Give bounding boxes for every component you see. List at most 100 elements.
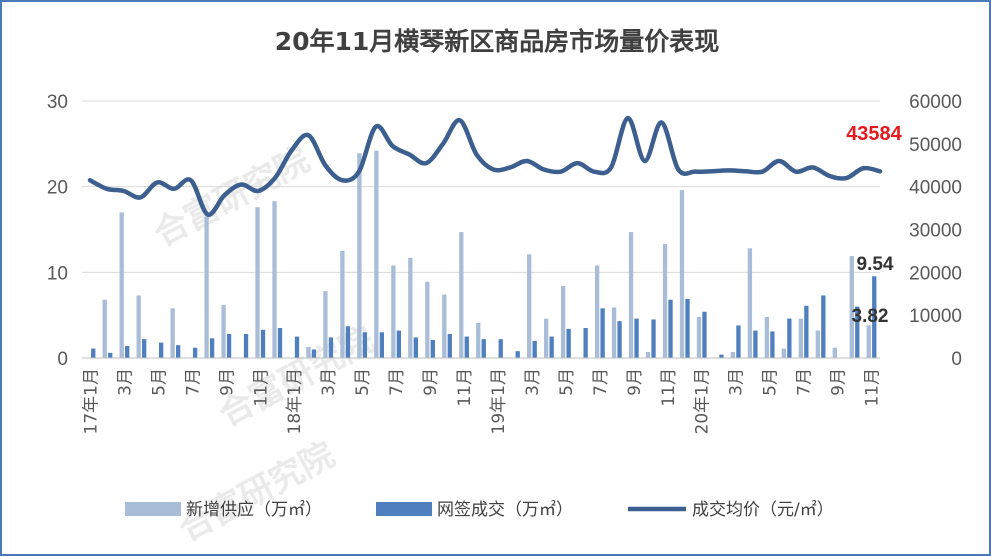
- transaction-bar: [345, 326, 351, 358]
- legend-swatch-transaction: [376, 502, 432, 516]
- supply-bar: [866, 325, 871, 358]
- transaction-bar: [91, 348, 96, 358]
- transaction-bar: [328, 337, 334, 358]
- transaction-bar: [464, 336, 469, 358]
- supply-bar: [764, 316, 770, 358]
- transaction-bar: [125, 346, 130, 358]
- x-axis-tick-label: 5月: [353, 368, 373, 396]
- supply-bar: [272, 201, 277, 358]
- price-line-path: [87, 115, 883, 217]
- watermark-text: 合富研究院: [147, 140, 316, 255]
- transaction-bar: [192, 347, 198, 358]
- transaction-bar: [277, 328, 283, 358]
- transaction-bar: [142, 339, 147, 358]
- transaction-bar: [515, 351, 520, 358]
- supply-bar: [544, 318, 549, 358]
- right-axis-tick-label: 40000: [909, 178, 962, 199]
- transaction-bar: [413, 337, 418, 358]
- left-axis-tick-label: 10: [47, 263, 68, 284]
- x-axis-tick-label: 11月: [455, 368, 475, 407]
- supply-bar: [374, 150, 379, 358]
- supply-bar: [119, 212, 124, 358]
- x-axis-tick-label: 5月: [149, 368, 169, 396]
- right-axis-tick-label: 20000: [909, 263, 962, 284]
- bars: [91, 150, 877, 358]
- right-axis-tick-label: 0: [951, 349, 962, 370]
- transaction-bar: [821, 295, 826, 358]
- supply-bar: [832, 347, 837, 358]
- x-axis-tick-label: 9月: [625, 368, 645, 396]
- transaction-bar: [787, 318, 792, 358]
- transaction-bar: [583, 328, 588, 358]
- right-axis-tick-label: 50000: [909, 135, 962, 156]
- x-axis-tick-label: 5月: [557, 368, 577, 396]
- transaction-bar: [498, 339, 503, 358]
- legend-label-supply: 新增供应（万㎡）: [186, 500, 322, 520]
- x-axis-tick-label: 9月: [829, 368, 849, 396]
- price-data-label: 43584: [846, 123, 902, 145]
- supply-bar: [340, 250, 345, 358]
- x-axis-tick-label: 17年1月: [81, 368, 101, 434]
- left-axis-tick-label: 0: [57, 349, 68, 370]
- x-axis-tick-label: 9月: [421, 368, 441, 396]
- x-axis-tick-label: 19年1月: [489, 368, 509, 434]
- supply-bar: [679, 190, 685, 358]
- transaction-bar: [532, 340, 537, 358]
- supply-bar: [628, 232, 634, 358]
- supply-bar: [204, 216, 209, 358]
- transaction-bar: [634, 318, 639, 358]
- supply-bar: [255, 207, 260, 358]
- x-axis-tick-label: 5月: [761, 368, 781, 396]
- supply-bar: [645, 352, 651, 358]
- transaction-bar: [108, 352, 113, 358]
- supply-bar: [136, 295, 141, 358]
- transaction-bar: [294, 336, 300, 358]
- transaction-bar: [617, 321, 622, 358]
- supply-data-label: 3.82: [852, 306, 889, 327]
- transaction-bar: [447, 334, 452, 358]
- transaction-bar: [260, 329, 266, 358]
- transaction-bar: [600, 308, 605, 358]
- transaction-bar: [855, 306, 860, 358]
- x-axis-tick-label: 3月: [523, 368, 543, 396]
- supply-bar: [849, 256, 854, 358]
- supply-bar: [594, 265, 600, 358]
- supply-bar: [170, 308, 175, 358]
- right-axis-tick-label: 30000: [909, 221, 962, 242]
- data-labels: 43584 9.54 3.82: [846, 123, 902, 327]
- transaction-bar: [226, 334, 232, 358]
- supply-bar: [391, 265, 396, 358]
- x-axis-tick-label: 9月: [217, 368, 237, 396]
- chart-title: 20年11月横琴新区商品房市场量价表现: [275, 27, 720, 56]
- transaction-bar: [872, 276, 877, 358]
- legend-swatch-supply: [125, 502, 181, 516]
- transaction-bar: [566, 328, 571, 358]
- supply-bar: [781, 348, 787, 358]
- transaction-bar: [736, 325, 741, 358]
- supply-bar: [696, 316, 702, 358]
- supply-bar: [662, 244, 668, 358]
- transaction-bar: [753, 330, 758, 358]
- left-axis-tick-label: 30: [47, 92, 68, 113]
- x-axis-tick-label: 20年1月: [693, 368, 713, 434]
- supply-bar: [459, 232, 464, 358]
- supply-bar: [527, 254, 532, 358]
- transaction-bar: [311, 349, 317, 358]
- x-axis-tick-label: 7月: [591, 368, 611, 396]
- x-axis-tick-label: 7月: [387, 368, 407, 396]
- transaction-bar: [396, 330, 402, 358]
- x-axis-tick-label: 11月: [251, 368, 271, 407]
- transaction-bar: [175, 345, 181, 358]
- transaction-bar: [362, 332, 368, 358]
- left-axis-tick-label: 20: [47, 178, 68, 199]
- transaction-bar: [770, 331, 775, 358]
- x-axis-tick-label: 11月: [659, 368, 679, 407]
- x-axis-tick-label: 3月: [727, 368, 747, 396]
- supply-bar: [442, 294, 447, 358]
- legend-label-price: 成交均价（元/㎡）: [692, 500, 834, 520]
- x-axis-tick-label: 3月: [319, 368, 339, 396]
- supply-bar: [747, 248, 753, 358]
- right-axis-tick-label: 10000: [909, 306, 962, 327]
